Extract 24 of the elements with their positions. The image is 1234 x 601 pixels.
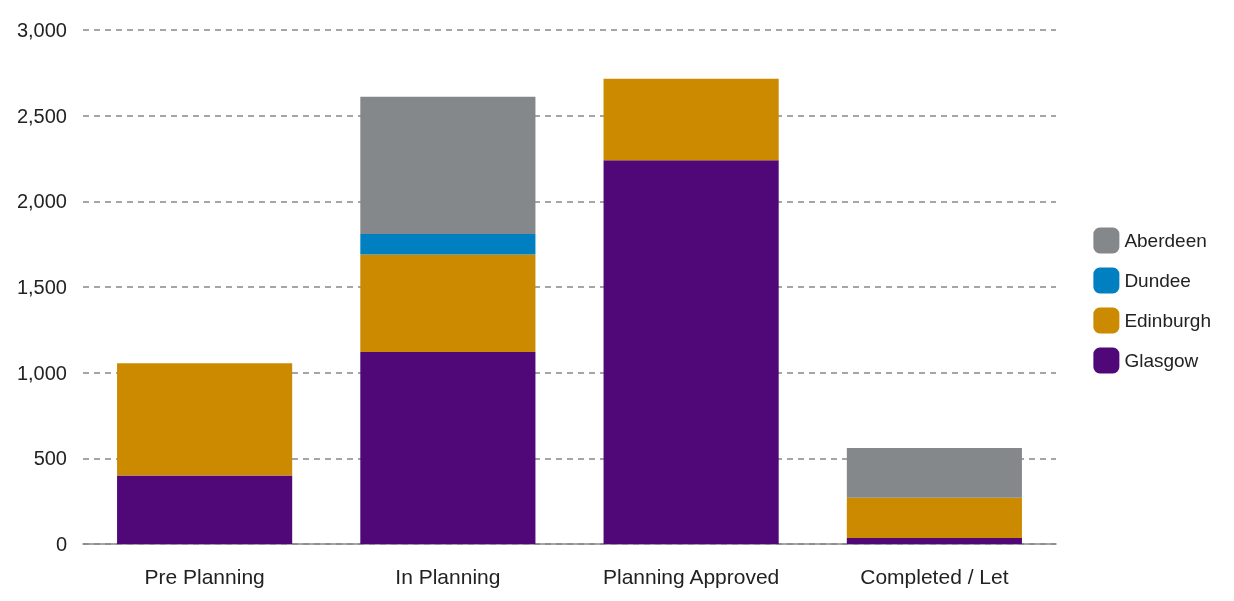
bar: [603, 78, 779, 161]
bar: [117, 363, 293, 476]
y-tick-label: 0: [55, 533, 67, 555]
legend-label: Dundee: [1124, 270, 1191, 291]
y-tick-label: 1,500: [16, 276, 67, 298]
y-tick-label: 3,000: [16, 19, 67, 41]
y-tick-label: 500: [33, 447, 67, 470]
bar: [603, 160, 779, 544]
x-tick-label: Pre Planning: [144, 565, 265, 588]
x-tick-label: Planning Approved: [602, 565, 780, 588]
y-tick-label: 2,000: [16, 190, 67, 213]
y-tick-label: 2,500: [16, 104, 67, 127]
bar: [360, 254, 536, 353]
legend-label: Edinburgh: [1124, 310, 1211, 331]
x-tick-label: In Planning: [395, 565, 501, 588]
bar: [117, 475, 293, 544]
bar: [846, 497, 1022, 538]
legend-label: Aberdeen: [1124, 230, 1207, 251]
bar: [360, 233, 536, 255]
legend-label: Glasgow: [1124, 350, 1199, 371]
bar: [360, 352, 536, 544]
bar: [846, 538, 1022, 544]
y-tick-label: 1,000: [16, 361, 67, 384]
x-tick-label: Completed / Let: [860, 565, 1009, 588]
